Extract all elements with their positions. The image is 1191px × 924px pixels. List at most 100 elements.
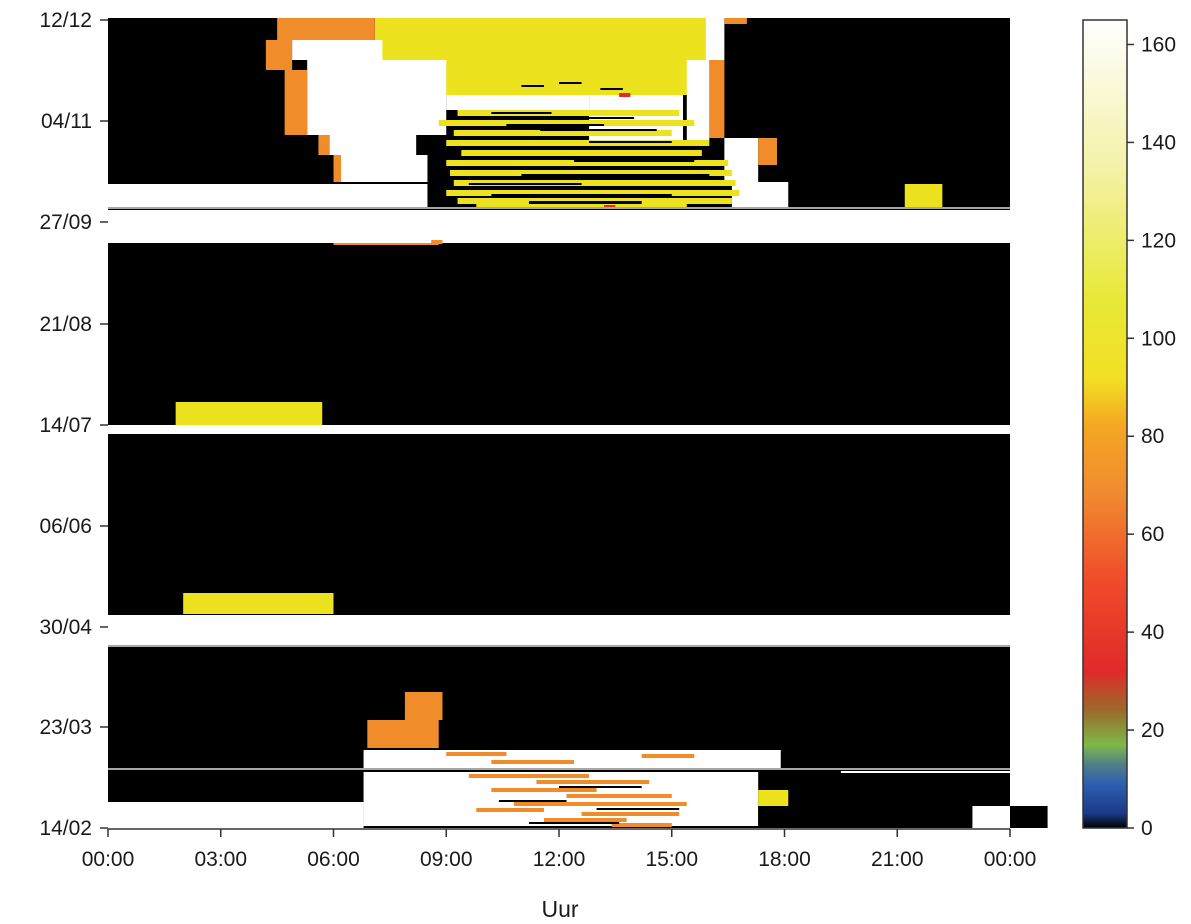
heat-cell [404, 692, 443, 720]
heat-cell [468, 774, 590, 778]
heat-cell [446, 140, 710, 146]
heat-cell [604, 205, 616, 208]
x-tick-label: 06:00 [307, 848, 360, 871]
y-tick-label: 14/07 [39, 414, 92, 437]
heat-cell [904, 184, 943, 208]
heat-cell [284, 70, 308, 135]
heat-cell [333, 155, 342, 182]
heat-cell [506, 124, 605, 126]
colorbar-tick-label: 20 [1141, 719, 1164, 742]
heat-cell [540, 129, 657, 131]
heat-cell [468, 183, 582, 185]
heat-cell [498, 148, 627, 150]
heat-cell [450, 170, 732, 176]
heatmap-plot-area [108, 18, 1048, 828]
heat-cell [476, 204, 687, 209]
heat-cell [758, 138, 777, 165]
heat-cell [596, 808, 680, 810]
y-tick-label: 21/08 [39, 313, 92, 336]
heat-cell [566, 117, 635, 119]
colorbar-tick-label: 80 [1141, 425, 1164, 448]
heat-cell [600, 88, 623, 90]
heat-cell [491, 760, 575, 764]
heat-cell [498, 800, 567, 802]
heat-cell [491, 112, 552, 114]
x-tick-label: 00:00 [984, 848, 1037, 871]
heat-cell [307, 60, 447, 135]
y-axis: 14/02 23/03 30/04 06/06 14/07 21/08 27/09 04/11… [39, 9, 108, 840]
heat-cell [292, 40, 383, 60]
heat-cell [446, 95, 590, 110]
heat-cell [566, 794, 672, 798]
heat-cell [686, 60, 710, 140]
heat-cell [758, 790, 789, 806]
x-tick-label: 03:00 [194, 848, 247, 871]
heat-cell [581, 812, 680, 816]
heat-cell [574, 160, 695, 162]
heat-cell [108, 802, 364, 828]
y-tick-label: 04/11 [41, 110, 92, 133]
colorbar-scale [1082, 19, 1128, 829]
heat-cell [476, 808, 544, 812]
x-tick-label: 09:00 [420, 848, 473, 871]
colorbar: 0 20 40 60 80 100 120 140 160 [1082, 19, 1176, 840]
heat-cell [972, 806, 1010, 828]
x-tick-label: 21:00 [871, 848, 924, 871]
y-tick-label: 12/12 [39, 9, 92, 32]
heat-cell [367, 720, 439, 748]
x-tick-label: 15:00 [645, 848, 698, 871]
x-tick-label: 18:00 [758, 848, 811, 871]
heat-cell [431, 240, 443, 244]
y-tick-label: 30/04 [39, 616, 92, 639]
heat-cell [457, 110, 680, 116]
heat-cell [536, 780, 650, 784]
y-tick-label: 14/02 [39, 817, 92, 840]
heat-cell [277, 18, 375, 40]
heat-cell [543, 818, 627, 822]
heat-cell [461, 150, 702, 156]
heat-cell [476, 156, 559, 158]
heat-cell [589, 187, 725, 189]
heat-cell [483, 137, 575, 139]
y-tick-label: 23/03 [39, 716, 92, 739]
heat-cell [318, 135, 330, 155]
x-axis: 00:00 03:00 06:00 09:00 12:00 15:00 18:00 21:00… [82, 828, 1037, 871]
heat-cell [483, 167, 650, 169]
heat-cell [341, 155, 428, 182]
heat-cell [175, 402, 323, 425]
heat-cell [438, 120, 695, 126]
heat-cell [559, 786, 642, 788]
panel-spring [108, 434, 1010, 615]
heat-cell [611, 823, 672, 827]
colorbar-tick-label: 100 [1141, 327, 1176, 350]
heat-cell [705, 18, 725, 60]
heat-cell [108, 770, 364, 802]
colorbar-tick-label: 120 [1141, 229, 1176, 252]
heat-cell [521, 85, 544, 87]
panel-summer [108, 243, 1010, 425]
x-tick-label: 00:00 [82, 848, 135, 871]
heat-cell [446, 752, 507, 756]
heat-cell [265, 40, 293, 70]
x-tick-label: 12:00 [533, 848, 586, 871]
colorbar-tick-label: 140 [1141, 131, 1176, 154]
heat-cell [724, 18, 747, 24]
heat-cell [491, 788, 597, 792]
heat-cell [641, 754, 695, 758]
heat-cell [731, 182, 789, 207]
heat-cell [521, 174, 710, 176]
heat-cell [318, 135, 417, 155]
colorbar-tick-label: 0 [1141, 817, 1153, 840]
heat-cell [446, 160, 729, 166]
x-axis-title: Uur [541, 896, 578, 922]
heat-cell [528, 822, 620, 824]
y-tick-label: 06/06 [39, 515, 92, 538]
heat-cell [108, 184, 428, 207]
heat-cell [559, 82, 582, 84]
heat-cell [709, 60, 725, 138]
y-tick-label: 27/09 [39, 211, 92, 234]
heat-cell [528, 201, 642, 204]
heat-cell [453, 180, 736, 186]
heat-cell [446, 190, 740, 196]
